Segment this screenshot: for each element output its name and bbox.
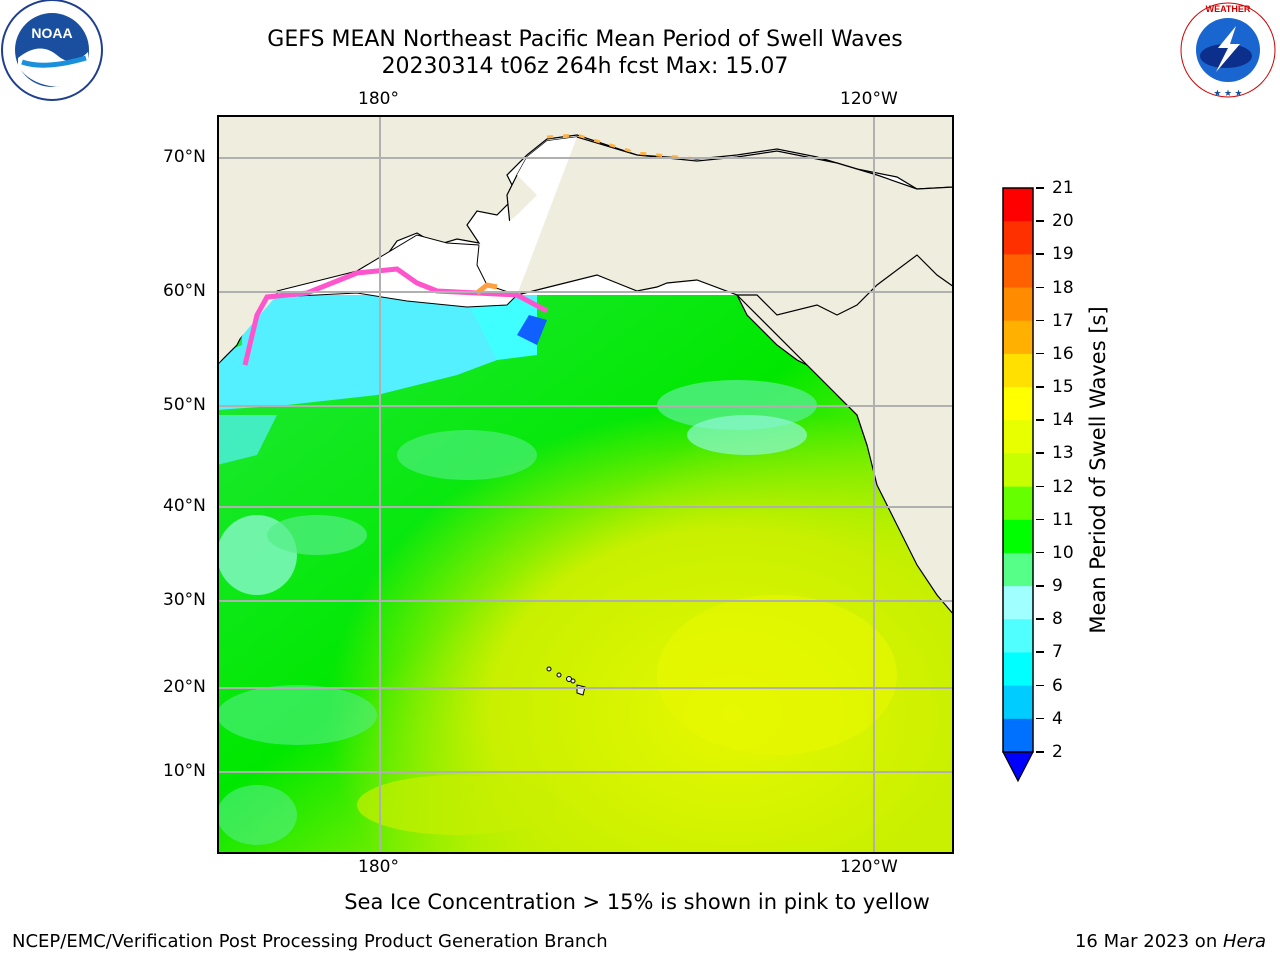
colorbar-segment <box>1003 188 1033 222</box>
colorbar-tick-label: 6 <box>1052 675 1063 696</box>
lat-label-20n: 20°N <box>163 677 206 697</box>
colorbar-tick-mark <box>1036 386 1044 388</box>
colorbar-tick-label: 17 <box>1052 310 1074 331</box>
lon-label-top-120w: 120°W <box>840 89 898 109</box>
lat-label-50n: 50°N <box>163 395 206 415</box>
lat-label-40n: 40°N <box>163 496 206 516</box>
footer-date: 16 Mar 2023 on Hera <box>1075 931 1266 952</box>
cyan-swell-region <box>217 295 537 410</box>
colorbar-tick-label: 11 <box>1052 509 1074 530</box>
footer-host: Hera <box>1222 931 1266 952</box>
colorbar-tick-label: 20 <box>1052 211 1074 232</box>
colorbar-tick-mark <box>1036 518 1044 521</box>
colorbar-segment <box>1003 320 1033 355</box>
colorbar-tick-mark <box>1036 618 1044 620</box>
colorbar-tick-mark <box>1036 684 1044 687</box>
colorbar-tick-mark <box>1036 319 1044 322</box>
noaa-logo: NOAA <box>1 0 103 101</box>
colorbar-tick-mark <box>1036 485 1044 488</box>
colorbar-segment <box>1003 652 1033 687</box>
colorbar-tick-mark <box>1036 751 1044 753</box>
colorbar-tick-mark <box>1036 551 1044 554</box>
colorbar-tick-mark <box>1036 585 1044 587</box>
colorbar-tick-mark <box>1036 452 1044 454</box>
colorbar-tick-mark <box>1036 253 1044 255</box>
lat-label-10n: 10°N <box>163 761 206 781</box>
colorbar-segment <box>1003 718 1033 753</box>
colorbar-tick-label: 4 <box>1052 708 1063 729</box>
colorbar-extend-arrow <box>1002 751 1034 783</box>
colorbar-segment <box>1003 387 1033 421</box>
sea-ice-note: Sea Ice Concentration > 15% is shown in … <box>344 890 930 914</box>
lon-label-bottom-180: 180° <box>358 857 399 877</box>
colorbar <box>1002 187 1034 783</box>
swell-period-map <box>217 115 954 854</box>
colorbar-tick-mark <box>1036 286 1044 289</box>
colorbar-segment <box>1003 254 1033 289</box>
colorbar-tick-label: 14 <box>1052 410 1074 431</box>
colorbar-tick-label: 9 <box>1052 576 1063 597</box>
footer-date-text: 16 Mar 2023 on <box>1074 931 1223 952</box>
colorbar-segment <box>1003 287 1033 322</box>
colorbar-tick-label: 21 <box>1052 178 1074 198</box>
colorbar-tick-label: 16 <box>1052 343 1074 364</box>
colorbar-tick-label: 19 <box>1052 244 1074 265</box>
colorbar-tick-label: 18 <box>1052 277 1074 298</box>
colorbar-tick-label: 7 <box>1052 642 1063 663</box>
colorbar-tick-label: 2 <box>1052 742 1063 762</box>
colorbar-segment <box>1003 586 1033 620</box>
lat-label-70n: 70°N <box>163 147 206 167</box>
colorbar-segment <box>1003 619 1033 653</box>
lat-label-30n: 30°N <box>163 590 206 610</box>
colorbar-tick-mark <box>1036 352 1044 355</box>
colorbar-segment <box>1003 519 1033 554</box>
colorbar-tick-mark <box>1036 717 1044 720</box>
colorbar-segment <box>1003 453 1033 488</box>
sea-ice-edge <box>242 266 549 366</box>
colorbar-tick-mark <box>1036 220 1044 222</box>
colorbar-tick-label: 8 <box>1052 609 1063 630</box>
map-gridlines <box>217 115 954 854</box>
colorbar-tick-label: 10 <box>1052 542 1074 563</box>
lon-label-bottom-120w: 120°W <box>840 857 898 877</box>
colorbar-segment <box>1003 353 1033 388</box>
colorbar-tick-mark <box>1036 187 1044 189</box>
colorbar-tick-label: 13 <box>1052 443 1074 464</box>
colorbar-tick-label: 15 <box>1052 377 1074 398</box>
colorbar-segment <box>1003 685 1033 720</box>
lat-label-60n: 60°N <box>163 281 206 301</box>
colorbar-segment <box>1003 420 1033 454</box>
footer-branch: NCEP/EMC/Verification Post Processing Pr… <box>12 931 608 952</box>
chart-subtitle: 20230314 t06z 264h fcst Max: 15.07 <box>381 54 789 79</box>
colorbar-tick-mark <box>1036 651 1044 653</box>
svg-text:WEATHER: WEATHER <box>1206 4 1251 14</box>
colorbar-title: Mean Period of Swell Waves [s] <box>1086 306 1110 634</box>
colorbar-segment <box>1003 486 1033 521</box>
chart-title: GEFS MEAN Northeast Pacific Mean Period … <box>267 27 903 52</box>
national-weather-service-logo: WEATHER ★ ★ ★ <box>1180 2 1276 98</box>
colorbar-tick-mark <box>1036 419 1044 421</box>
colorbar-tick-label: 12 <box>1052 476 1074 497</box>
svg-text:NOAA: NOAA <box>31 25 72 41</box>
lon-label-top-180: 180° <box>358 89 399 109</box>
colorbar-segment <box>1003 221 1033 255</box>
svg-text:★ ★ ★: ★ ★ ★ <box>1213 88 1242 98</box>
colorbar-segment <box>1003 552 1033 587</box>
